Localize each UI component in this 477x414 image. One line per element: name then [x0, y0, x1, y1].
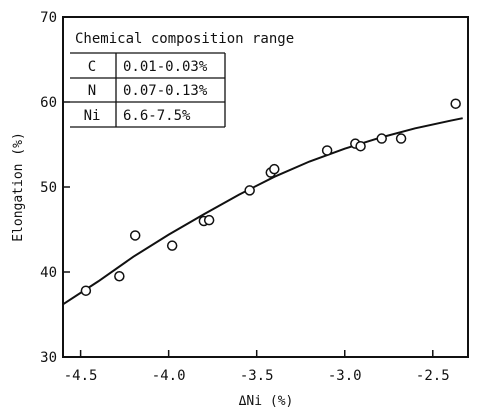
fit-curve: [62, 117, 463, 306]
data-point: [376, 133, 387, 144]
x-tick-label: -4.0: [152, 368, 186, 384]
axis-ticks: [63, 16, 434, 358]
table-range-ni: 6.6-7.5%: [123, 108, 191, 124]
composition-table: Chemical composition range C 0.01-0.03% …: [70, 31, 294, 128]
y-tick-label: 70: [40, 10, 57, 26]
data-point: [321, 145, 333, 156]
data-point: [450, 98, 461, 109]
table-range-c: 0.01-0.03%: [123, 59, 208, 75]
data-point: [244, 185, 255, 196]
data-point: [395, 133, 407, 144]
table-range-n: 0.07-0.13%: [123, 83, 208, 99]
y-tick-label: 30: [40, 350, 57, 366]
y-tick-label: 60: [40, 95, 57, 111]
table-element-c: C: [88, 59, 96, 75]
y-tick-label: 40: [40, 265, 57, 281]
x-tick-label: -3.5: [240, 368, 274, 384]
data-point: [80, 285, 92, 296]
data-points: [80, 98, 461, 296]
x-tick-label: -4.5: [64, 368, 98, 384]
tick-labels: -4.5 -4.0 -3.5 -3.0 -2.5 30 40 50 60 70: [40, 10, 450, 384]
data-point: [114, 271, 125, 282]
table-element-n: N: [88, 83, 96, 99]
y-axis-title: Elongation (%): [11, 132, 26, 242]
table-title: Chemical composition range: [75, 31, 294, 47]
data-point: [355, 140, 366, 152]
table-element-ni: Ni: [84, 108, 101, 124]
y-tick-label: 50: [40, 180, 57, 196]
data-point: [166, 240, 178, 251]
x-axis-title: ΔNi (%): [239, 394, 294, 409]
data-point: [269, 163, 280, 175]
x-tick-label: -2.5: [416, 368, 450, 384]
x-tick-label: -3.0: [328, 368, 362, 384]
data-point: [129, 230, 141, 241]
data-point: [203, 214, 215, 226]
